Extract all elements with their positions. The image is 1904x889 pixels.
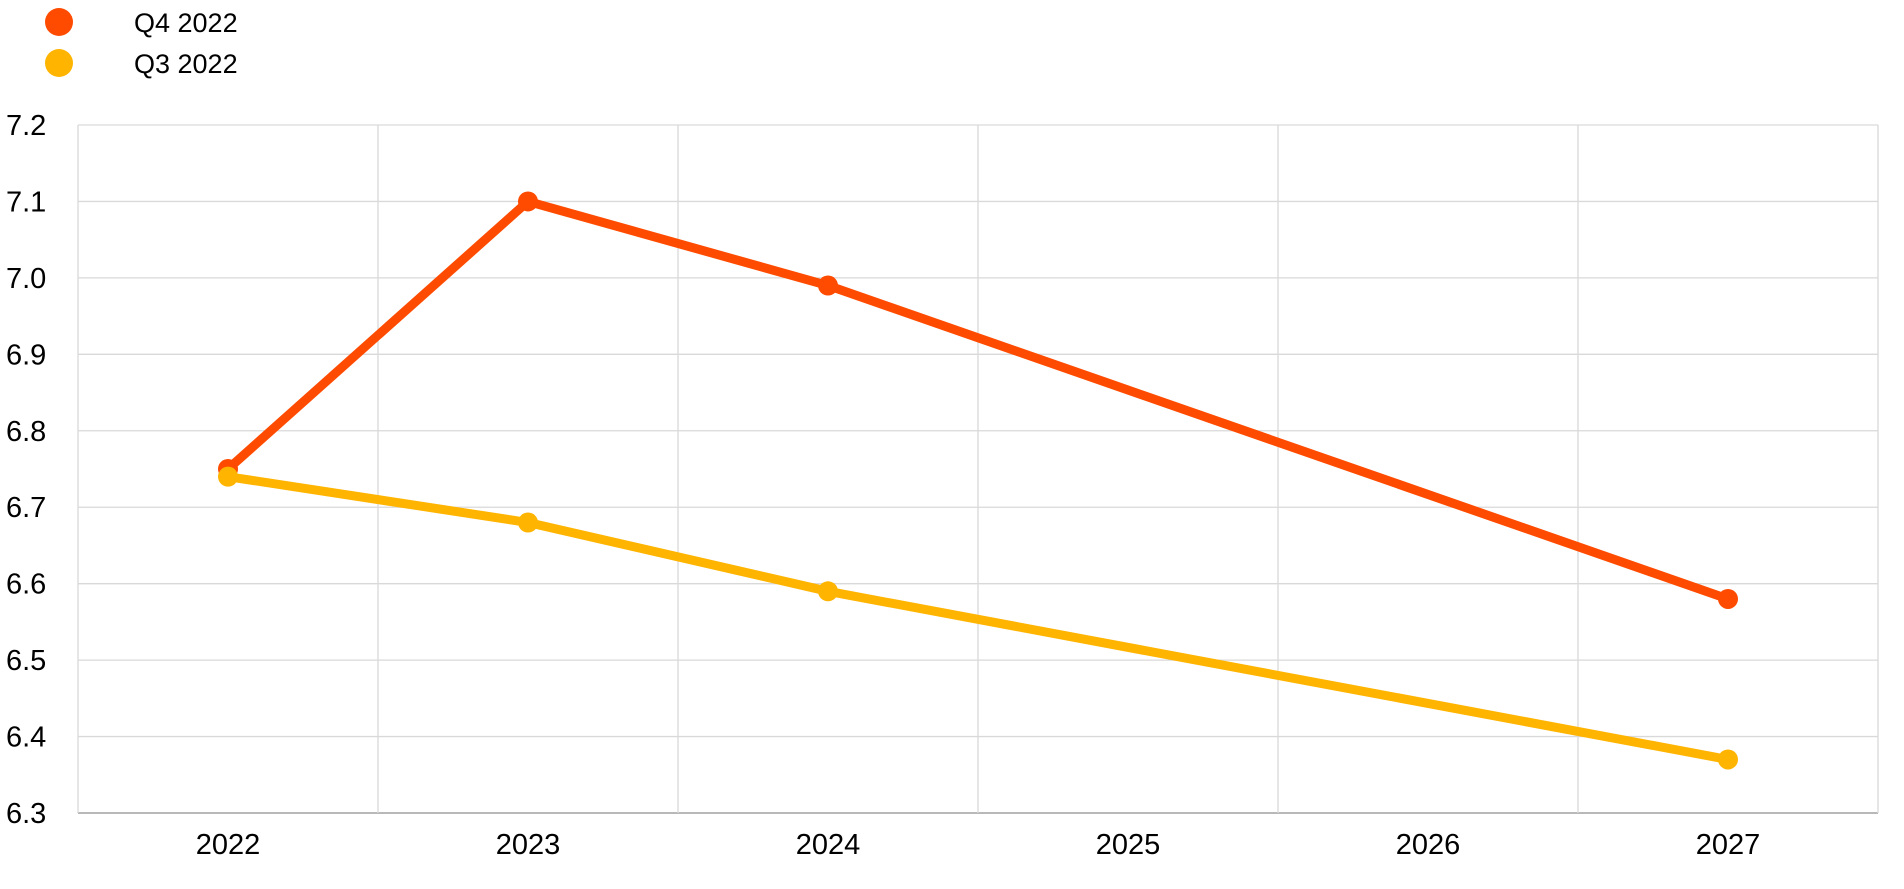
data-point	[818, 275, 838, 296]
data-point	[818, 581, 838, 602]
legend-label: Q4 2022	[134, 8, 238, 38]
data-point	[1718, 749, 1738, 770]
y-tick-label: 7.1	[6, 186, 46, 218]
series-line-q4-2022	[223, 196, 1733, 604]
x-axis: 2022 2023 2024 2025 2026 2027	[196, 829, 1761, 861]
legend-marker	[45, 49, 73, 77]
data-point	[518, 512, 538, 533]
legend-marker	[45, 8, 73, 36]
x-tick-label: 2024	[796, 829, 861, 861]
x-tick-label: 2026	[1396, 829, 1461, 861]
y-tick-label: 7.2	[6, 110, 46, 142]
y-tick-label: 6.3	[6, 798, 46, 830]
y-tick-label: 6.6	[6, 569, 46, 601]
x-tick-label: 2023	[496, 829, 561, 861]
x-tick-label: 2027	[1696, 829, 1761, 861]
series-line-q3-2022	[223, 472, 1733, 764]
data-point	[518, 191, 538, 212]
y-axis: 6.3 6.4 6.5 6.6 6.7 6.8 6.9 7.0 7.1 7.2	[6, 110, 46, 830]
data-point	[1718, 588, 1738, 609]
y-tick-label: 6.7	[6, 492, 46, 524]
y-tick-label: 6.9	[6, 339, 46, 371]
series-group	[218, 191, 1738, 770]
legend: Q4 2022 Q3 2022	[45, 8, 238, 79]
x-tick-label: 2022	[196, 829, 261, 861]
legend-label: Q3 2022	[134, 49, 238, 79]
x-tick-label: 2025	[1096, 829, 1161, 861]
gridlines	[77, 124, 1879, 814]
y-tick-label: 6.4	[6, 722, 46, 754]
y-tick-label: 6.8	[6, 416, 46, 448]
y-tick-label: 6.5	[6, 645, 46, 677]
y-tick-label: 7.0	[6, 263, 46, 295]
data-point	[218, 466, 238, 487]
